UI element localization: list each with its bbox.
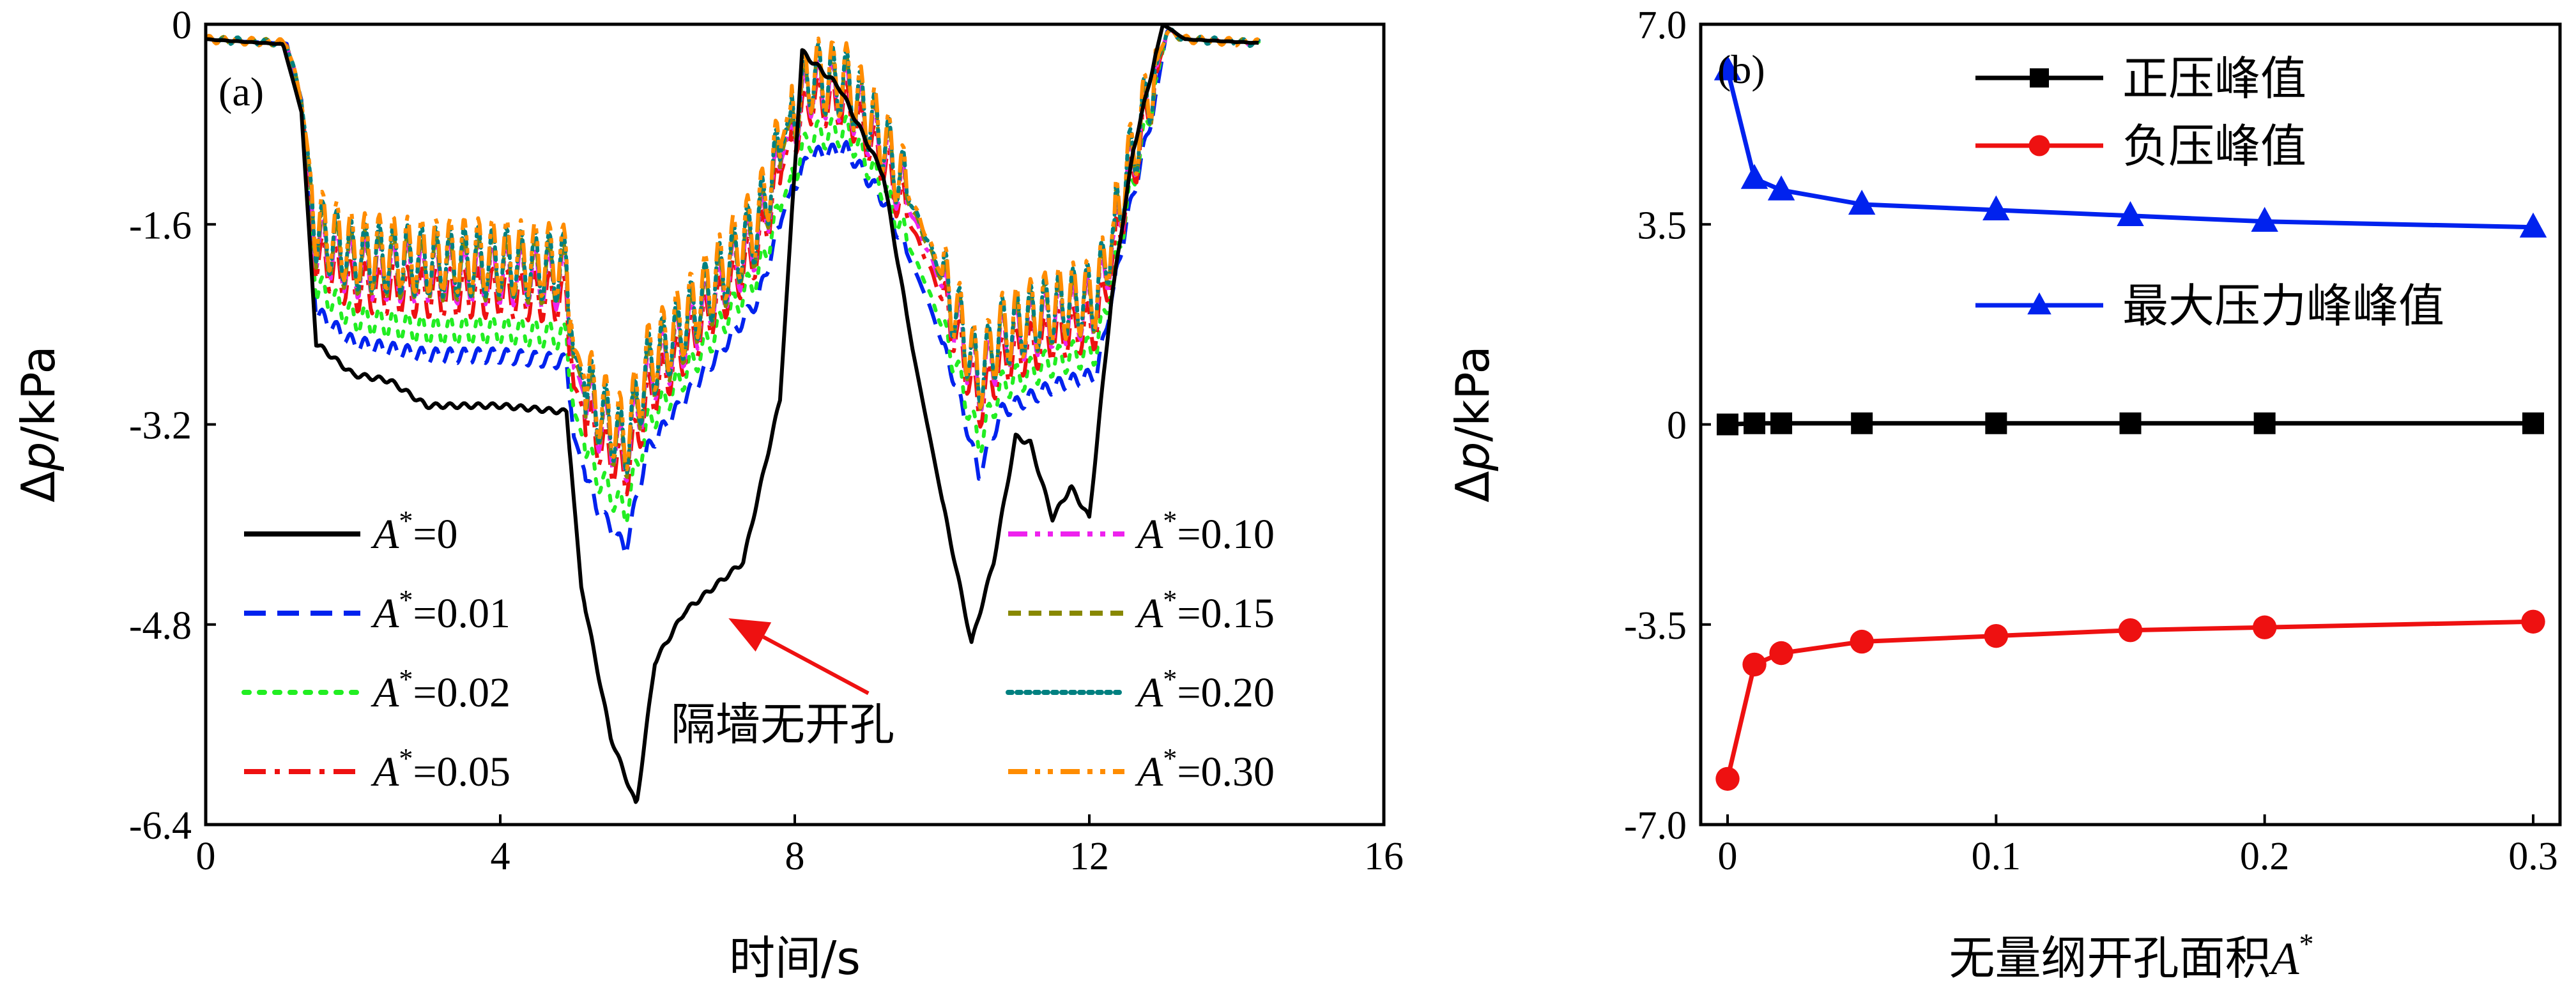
panel-a: 0 4 8 12 16 0 -1.6 -3.2 -4.8 -6.4 (a) 时间/s Δp/kPa… — [12, 4, 1404, 983]
legend-label: 正压峰值 — [2122, 52, 2306, 105]
y-tick-label: 3.5 — [1637, 204, 1687, 247]
data-point — [1769, 641, 1793, 666]
panel-b-ticks: 0 0.1 0.2 0.3 7.0 3.5 0 -3.5 -7.0 — [1624, 4, 2558, 878]
x-tick-label: 0.2 — [2240, 835, 2290, 878]
data-point — [1715, 766, 1740, 791]
panel-b-label: (b) — [1717, 47, 1765, 92]
panel-a-legend: A*=0 A*=0.01 A*=0.02 A*=0.05 A*=0.10 A*=0.15 A… — [241, 505, 1275, 795]
y-tick-label: -1.6 — [129, 204, 192, 247]
annotation-arrowhead — [728, 618, 772, 652]
y-tick-label: 0 — [172, 4, 192, 47]
data-point — [1740, 164, 1768, 189]
data-point — [2519, 212, 2547, 238]
data-point — [2252, 615, 2277, 639]
legend-label: 负压峰值 — [2122, 119, 2306, 173]
panel-a-series — [206, 24, 1261, 804]
y-tick-label: -4.8 — [129, 604, 192, 648]
data-point — [2119, 412, 2142, 434]
panel-b-y-axis-title: Δp/kPa — [1446, 346, 1499, 502]
panel-a-y-axis-title-var: p — [12, 442, 65, 472]
x-tick-label: 8 — [785, 835, 805, 878]
data-point — [2251, 206, 2278, 232]
x-tick-label: 12 — [1070, 835, 1109, 878]
series-line — [206, 27, 1260, 471]
annotation-arrow — [762, 635, 870, 696]
panel-b-x-axis-title-var: A — [2269, 933, 2300, 983]
x-tick-label: 0 — [196, 835, 216, 878]
x-tick-label: 0.1 — [1972, 835, 2021, 878]
y-tick-label: 7.0 — [1637, 4, 1687, 47]
data-point — [1850, 629, 1874, 654]
panel-a-y-axis-title-unit: /kPa — [12, 346, 65, 441]
data-point — [1848, 189, 1876, 215]
panel-b-x-axis-title-sup: * — [2299, 927, 2314, 960]
data-point — [1984, 623, 2009, 648]
data-point — [2522, 412, 2544, 434]
data-point — [1767, 175, 1795, 201]
y-tick-label: 0 — [1667, 404, 1687, 448]
legend-marker — [2028, 135, 2050, 156]
panel-b-series — [1713, 55, 2547, 791]
legend-label: A*=0.02 — [371, 664, 510, 716]
panel-b-x-axis-title-text: 无量纲开孔面积 — [1949, 931, 2271, 983]
legend-label: A*=0.10 — [1135, 505, 1275, 558]
y-tick-label: -3.5 — [1624, 604, 1687, 648]
panel-b-y-axis-title-var: p — [1446, 442, 1499, 472]
y-tick-label: -7.0 — [1624, 804, 1687, 848]
panel-a-ticks: 0 4 8 12 16 0 -1.6 -3.2 -4.8 -6.4 — [129, 4, 1404, 878]
data-point — [2118, 618, 2143, 643]
legend-label: A*=0.20 — [1135, 664, 1275, 716]
legend-label: A*=0.01 — [371, 584, 510, 637]
x-tick-label: 0.3 — [2508, 835, 2558, 878]
data-point — [2521, 609, 2545, 634]
data-point — [2117, 201, 2144, 226]
legend-label: A*=0.05 — [371, 743, 510, 795]
legend-label: A*=0.15 — [1135, 584, 1275, 637]
panel-a-y-axis-title: Δp/kPa — [12, 346, 65, 502]
data-point — [2253, 412, 2276, 434]
x-tick-label: 0 — [1718, 835, 1738, 878]
legend-marker — [2030, 68, 2049, 88]
legend-label: A*=0 — [371, 505, 458, 558]
panel-a-label: (a) — [218, 69, 264, 114]
series-line — [206, 29, 1259, 558]
y-tick-label: -3.2 — [129, 404, 192, 448]
legend-marker — [2027, 292, 2051, 315]
data-point — [1717, 413, 1739, 436]
data-point — [1770, 412, 1793, 434]
panel-b-x-axis-title: 无量纲开孔面积A* — [1949, 927, 2314, 983]
annotation-text: 隔墙无开孔 — [671, 698, 894, 751]
series-line — [206, 24, 1259, 804]
data-point — [1744, 412, 1766, 434]
panel-a-annotation: 隔墙无开孔 — [671, 618, 894, 751]
panel-b-y-axis-title-unit: /kPa — [1446, 346, 1499, 441]
x-tick-label: 4 — [491, 835, 510, 878]
series-line — [1725, 619, 2534, 780]
x-tick-label: 16 — [1364, 835, 1404, 878]
panel-b-y-axis-title-delta: Δ — [1446, 471, 1499, 502]
panel-a-x-axis-title: 时间/s — [729, 931, 861, 983]
data-point — [1851, 412, 1873, 434]
data-point — [1982, 195, 2010, 221]
data-point — [1742, 652, 1767, 677]
legend-label: 最大压力峰峰值 — [2122, 279, 2444, 333]
legend-label: A*=0.30 — [1135, 743, 1275, 795]
series-line — [206, 29, 1261, 526]
data-point — [1713, 55, 1742, 80]
y-tick-label: -6.4 — [129, 804, 192, 848]
panel-a-y-axis-title-delta: Δ — [12, 471, 65, 502]
data-point — [1985, 412, 2007, 434]
